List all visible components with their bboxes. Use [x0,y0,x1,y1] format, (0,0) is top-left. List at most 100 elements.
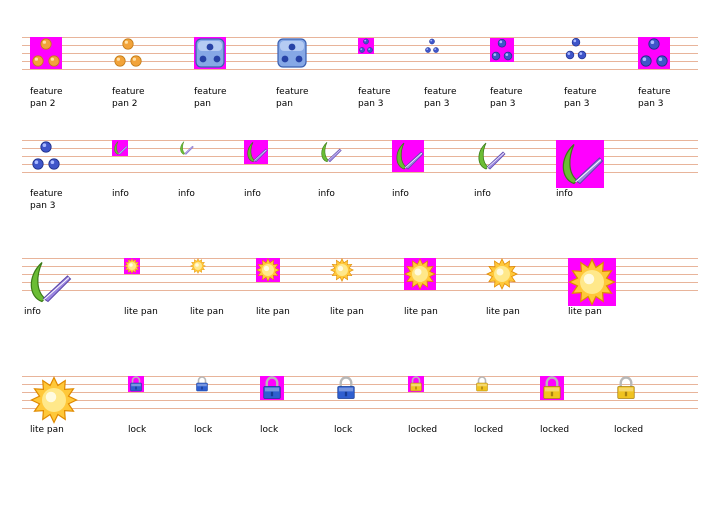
blue-balls-icon [640,38,668,67]
icon-label: locked [540,425,570,435]
icon-tile [330,258,354,282]
icon-tile [408,376,424,392]
icon-tile [124,258,140,274]
guide-line [22,258,698,259]
icon-label: lite pan [486,307,520,317]
guide-line [22,172,698,173]
icon-tile [638,37,670,69]
icon-tile [334,376,358,400]
icon-tile [178,140,194,156]
quill-icon [180,141,194,155]
icon-label: locked [474,425,504,435]
gold-lock-icon [543,376,561,399]
guide-line [22,61,698,62]
icon-label: feature pan [194,87,227,109]
quill-icon [247,142,268,163]
blue-balls-icon [32,141,60,170]
blue-balls-icon [565,38,587,60]
guide-line [22,266,698,267]
sun-icon [330,258,354,282]
icon-tile [112,140,128,156]
icon-label: info [318,189,335,199]
icon-tile [556,140,604,188]
guide-line [22,274,698,275]
sun-icon [404,258,436,290]
icon-label: lite pan [330,307,364,317]
quill-icon [396,142,424,170]
icon-label: feature pan 2 [30,87,63,109]
icon-label: feature pan [276,87,309,109]
icon-tile [564,37,588,61]
blue-balls-icon [425,38,439,53]
icon-tile [490,38,514,62]
icon-tile [256,258,280,282]
icon-label: info [24,307,41,317]
icon-label: lite pan [404,307,438,317]
quill-icon [321,142,342,163]
guide-line [22,376,698,377]
icon-label: info [556,189,573,199]
icon-label: feature pan 3 [424,87,457,109]
sun-icon [486,258,518,290]
guide-line [22,392,698,393]
icon-tile [424,38,440,54]
sun-icon [124,258,140,274]
icon-tile [30,376,78,424]
blue-balls-icon [491,39,513,61]
quill-icon [562,144,604,185]
guide-line [22,37,698,38]
icon-label: lite pan [568,307,602,317]
icon-tile [128,376,144,392]
icon-tile [486,258,518,290]
quill-icon [114,141,128,155]
sun-icon [30,376,78,424]
quill-icon [30,262,72,303]
icon-label: feature pan 3 [490,87,523,109]
blue-die-icon [195,38,225,68]
guide-line [22,408,698,409]
gold-lock-icon [617,376,635,399]
blue-lock-icon [196,376,208,392]
icon-label: feature pan 3 [30,189,63,211]
icon-tile [568,258,616,306]
icon-label: lock [334,425,353,435]
icon-tile [474,140,506,172]
icon-tile [30,37,62,69]
icon-tile [540,376,564,400]
guide-line [22,164,698,165]
blue-balls-icon [359,38,373,53]
icon-label: feature pan 2 [112,87,145,109]
icon-tile [474,376,490,392]
icon-label: lite pan [124,307,158,317]
icon-label: info [244,189,261,199]
icon-tile [276,37,308,69]
sun-icon [190,258,206,274]
blue-lock-icon [130,376,142,392]
guide-line [22,282,698,283]
icon-tile [194,37,226,69]
orange-balls-icon [32,38,60,67]
blue-die-icon [277,38,307,68]
icon-tile [614,376,638,400]
icon-tile [112,37,144,69]
guide-line [22,140,698,141]
icon-label: info [178,189,195,199]
icon-label: info [112,189,129,199]
icon-label: lock [260,425,279,435]
guide-line [22,69,698,70]
icon-tile [358,38,374,54]
icon-label: feature pan 3 [638,87,671,109]
icon-tile [318,140,342,164]
guide-line [22,400,698,401]
orange-balls-icon [114,38,142,67]
guide-line [22,384,698,385]
icon-tile [244,140,268,164]
icon-label: lite pan [30,425,64,435]
icon-label: feature pan 3 [358,87,391,109]
sun-icon [568,258,616,306]
guide-line [22,290,698,291]
icon-label: lock [128,425,147,435]
icon-tile [260,376,284,400]
icon-tile [190,258,206,274]
